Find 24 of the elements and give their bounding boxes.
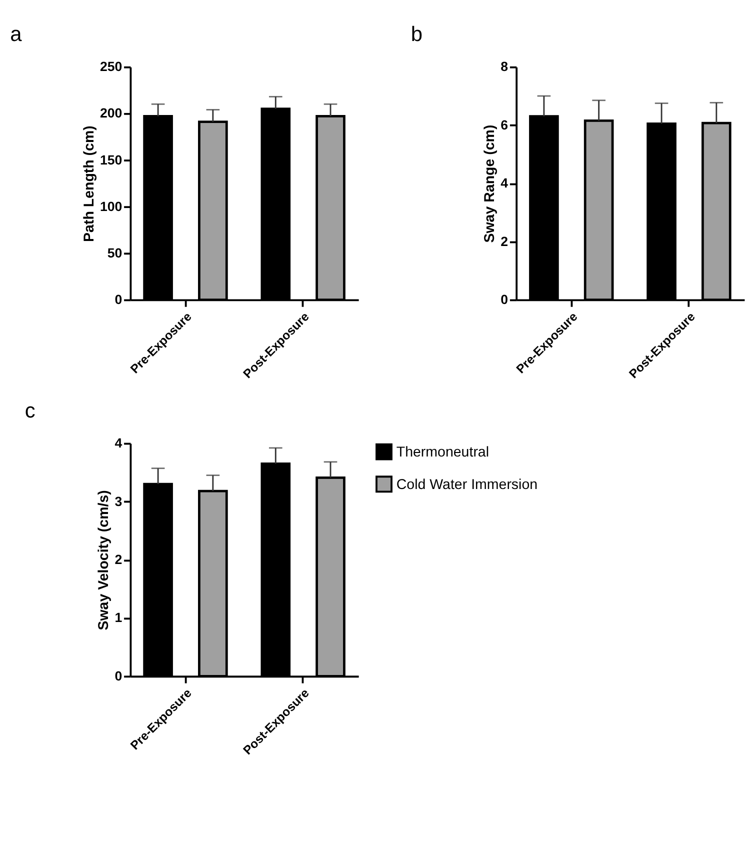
y-tick-label: 100 <box>100 198 122 214</box>
y-axis-title: Sway Range (cm) <box>482 124 498 243</box>
chart-title: a <box>10 23 22 46</box>
y-tick-label: 250 <box>100 59 122 74</box>
y-tick-label: 200 <box>100 106 122 121</box>
y-tick-label: 3 <box>114 494 122 509</box>
y-tick-label: 2 <box>500 234 508 249</box>
y-tick-label: 4 <box>114 436 123 451</box>
y-tick-label: 1 <box>114 610 123 626</box>
y-tick-label: 150 <box>100 152 122 168</box>
chart-title: b <box>410 23 422 46</box>
y-tick-label: 0 <box>114 292 122 308</box>
y-tick-label: 2 <box>114 552 122 567</box>
y-tick-label: 0 <box>500 292 508 308</box>
legend-label: Thermoneutral <box>396 444 490 461</box>
y-tick-label: 6 <box>500 117 508 132</box>
y-tick-label: 0 <box>114 668 122 684</box>
chart-title: c <box>24 400 36 423</box>
y-tick-label: 4 <box>500 176 509 191</box>
y-axis-title: Path Length (cm) <box>81 125 98 242</box>
y-axis-title: Sway Velocity (cm/s) <box>96 490 112 630</box>
y-tick-label: 8 <box>500 59 508 74</box>
legend-label: Cold Water Immersion <box>396 476 538 493</box>
y-tick-label: 50 <box>107 245 122 260</box>
